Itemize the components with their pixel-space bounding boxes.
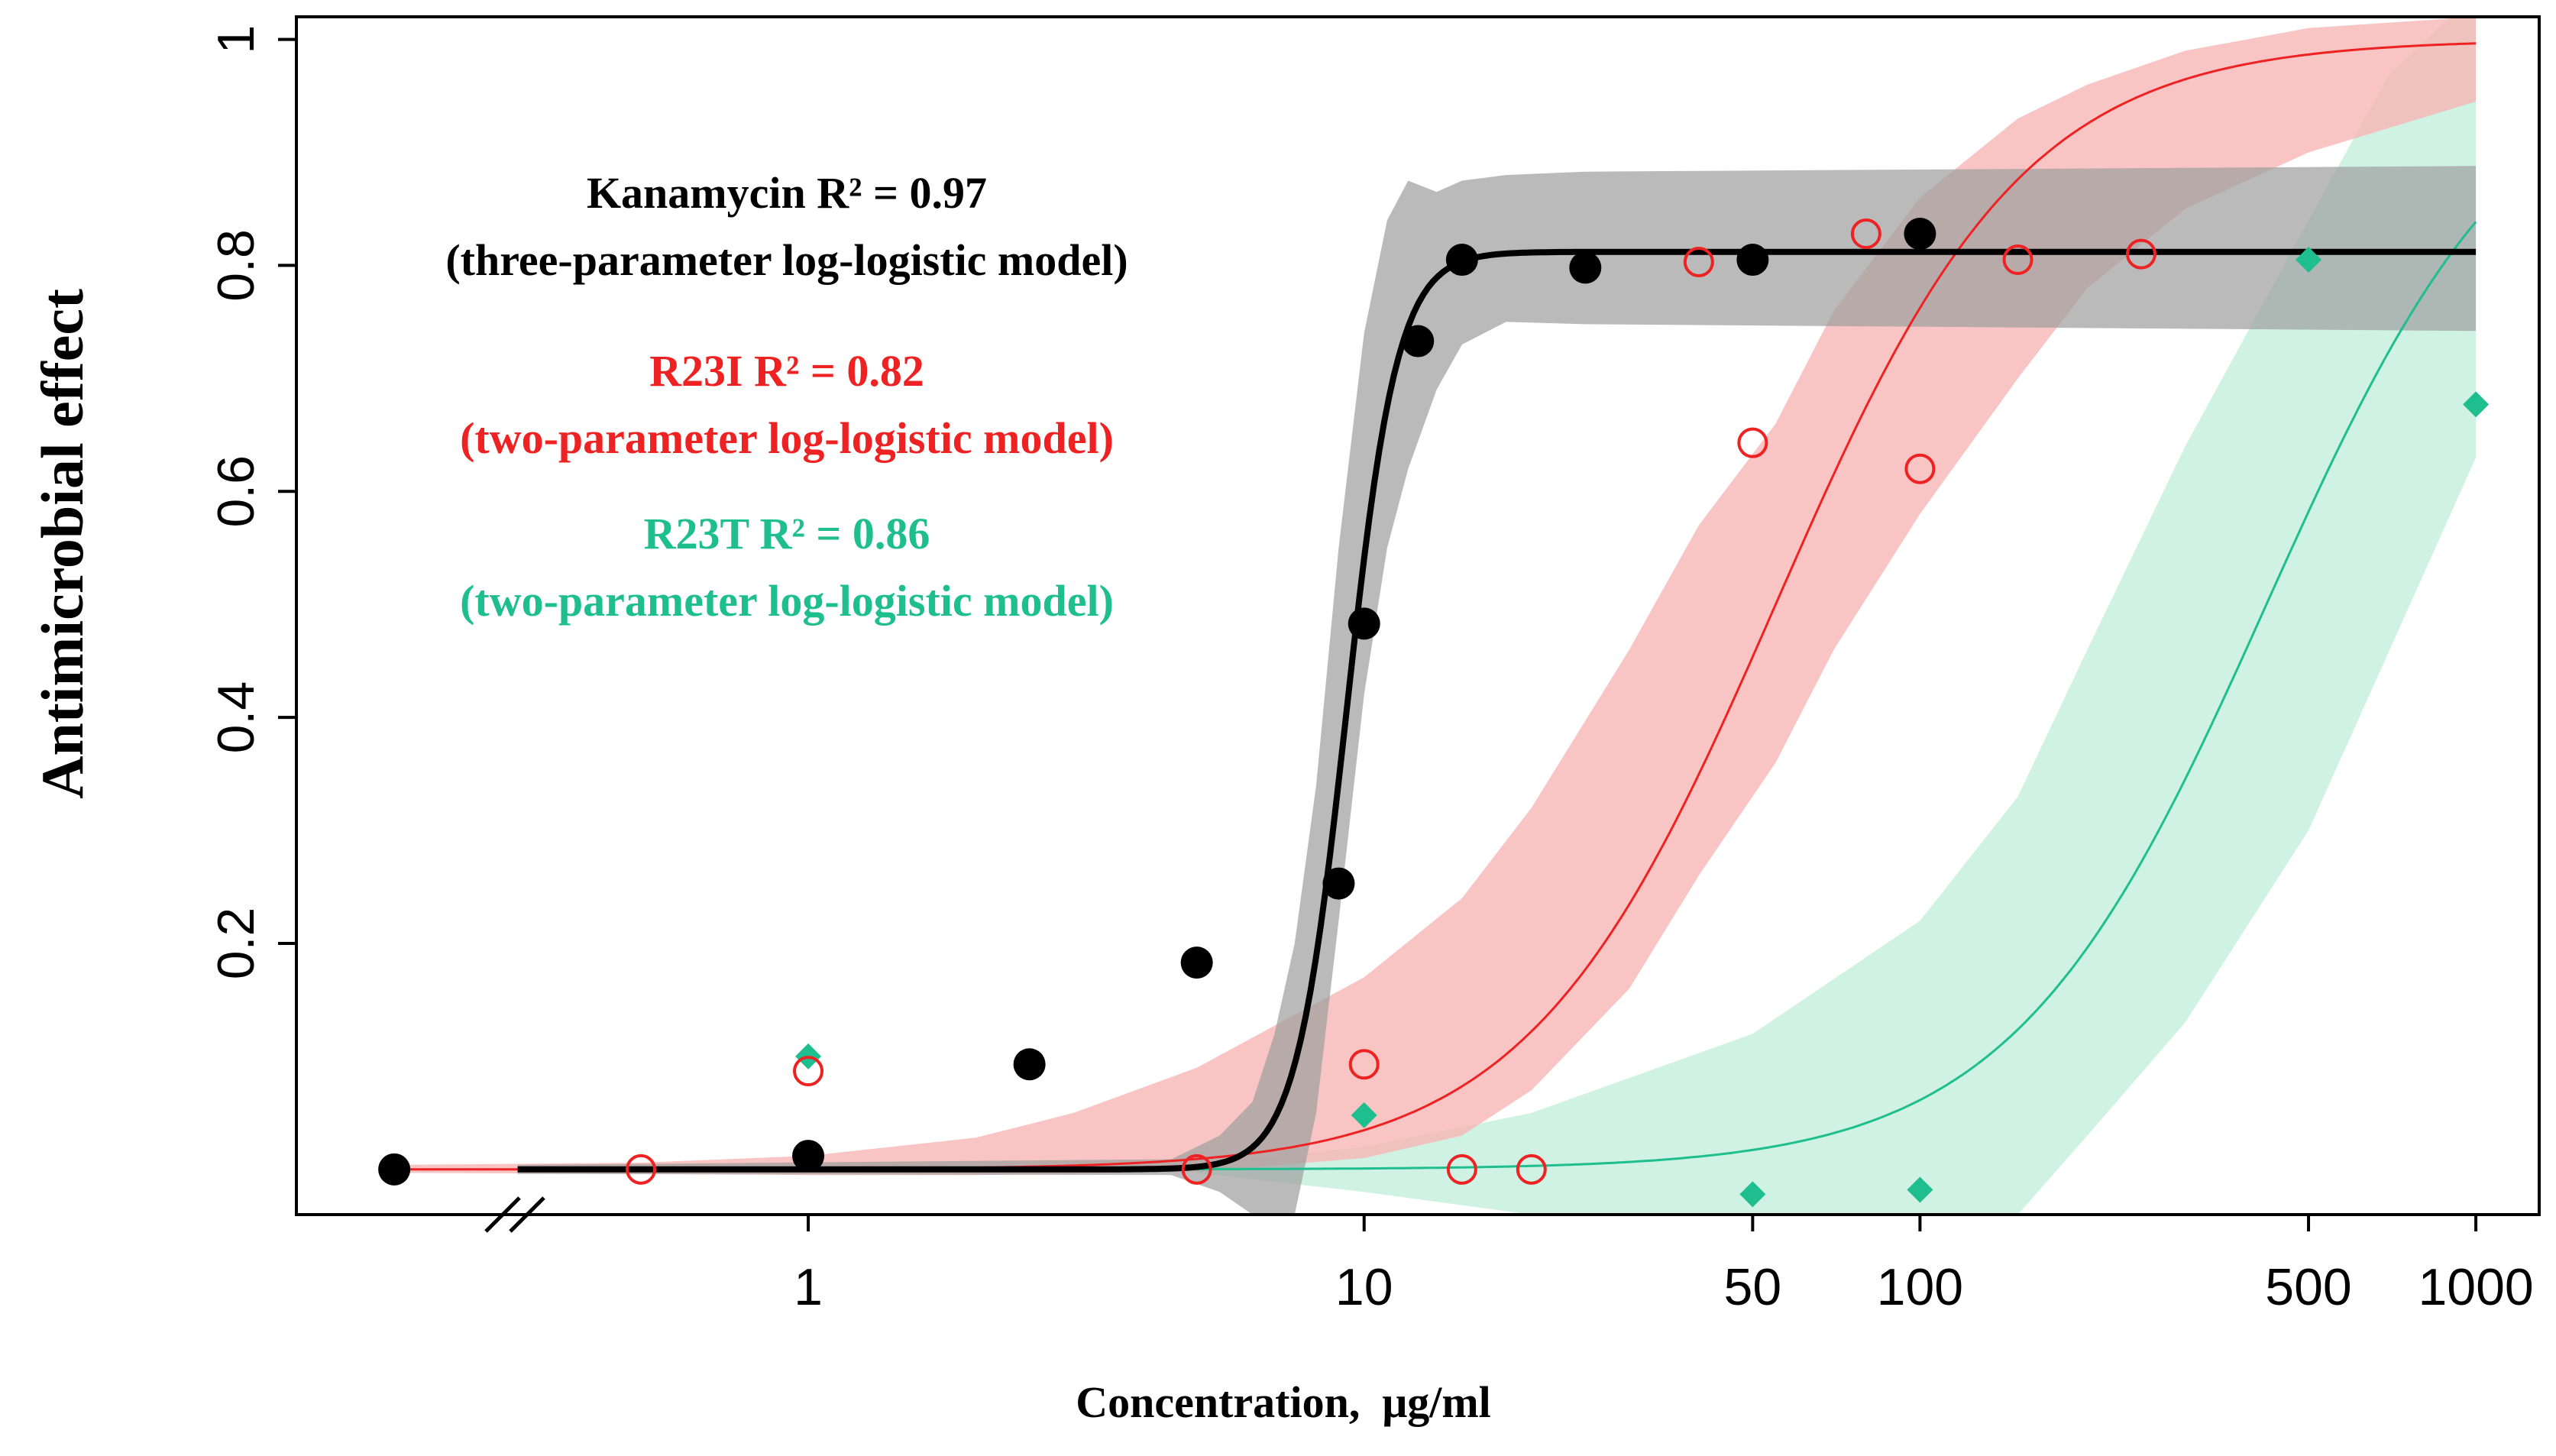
r23i-point xyxy=(1446,1153,1477,1185)
x-tick-label: 500 xyxy=(2265,1258,2351,1316)
data-points xyxy=(378,218,2490,1208)
y-axis: 0.2 0.4 0.6 0.8 1 xyxy=(207,25,298,980)
r23t-model-label: (two-parameter log-logistic model) xyxy=(460,576,1114,626)
y-tick-label: 0.4 xyxy=(207,681,265,754)
y-axis-title: Antimicrobial effect xyxy=(29,289,95,799)
x-tick-label: 50 xyxy=(1724,1258,1782,1316)
r23t-confidence-band xyxy=(1196,17,2477,1215)
x-axis: 1 10 50 100 500 1000 xyxy=(794,1215,2534,1316)
r23i-r2-label: R23I R² = 0.82 xyxy=(649,346,924,396)
y-tick-label: 0.8 xyxy=(207,229,265,302)
r23i-point xyxy=(1850,218,1881,250)
kanamycin-model-label: (three-parameter log-logistic model) xyxy=(445,235,1128,285)
kanamycin-point xyxy=(1569,251,1602,284)
y-tick-label: 0.2 xyxy=(207,908,265,980)
r23i-point xyxy=(2125,238,2156,270)
x-tick-label: 100 xyxy=(1877,1258,1963,1316)
r23i-point xyxy=(1737,427,1768,458)
r23i-point xyxy=(1348,1049,1380,1080)
kanamycin-point xyxy=(1013,1048,1046,1081)
x-axis-title: Concentration, μg/ml xyxy=(1076,1377,1491,1427)
kanamycin-point xyxy=(792,1140,825,1173)
r23i-point xyxy=(1904,453,1936,484)
confidence-bands xyxy=(394,17,2477,1215)
r23t-point xyxy=(1907,1176,1933,1203)
r23t-point xyxy=(2296,247,2322,273)
x-tick-label: 1000 xyxy=(2418,1258,2533,1316)
r23i-point xyxy=(1683,246,1714,277)
kanamycin-point xyxy=(1348,607,1380,640)
r23i-point xyxy=(1516,1153,1547,1185)
kanamycin-r2-label: Kanamycin R² = 0.97 xyxy=(587,168,987,218)
x-tick-label: 1 xyxy=(794,1258,823,1316)
kanamycin-point xyxy=(1180,946,1213,979)
kanamycin-confidence-band xyxy=(517,166,2477,1215)
r23i-point xyxy=(793,1056,824,1087)
r23i-point xyxy=(626,1153,657,1185)
r23t-point xyxy=(1739,1181,1766,1208)
kanamycin-point xyxy=(1736,244,1769,277)
kanamycin-point xyxy=(1904,218,1936,251)
kanamycin-point xyxy=(1445,244,1478,277)
annotations: Kanamycin R² = 0.97 (three-parameter log… xyxy=(445,168,1128,626)
r23i-point xyxy=(1181,1153,1212,1185)
kanamycin-point xyxy=(1402,325,1435,358)
r23t-point xyxy=(2463,391,2490,418)
kanamycin-fit-curve xyxy=(517,248,2477,1173)
y-tick-label: 0.6 xyxy=(207,455,265,528)
kanamycin-point xyxy=(1322,867,1355,900)
axis-break-marker xyxy=(484,1196,545,1233)
kanamycin-point xyxy=(378,1153,411,1186)
r23t-r2-label: R23T R² = 0.86 xyxy=(644,509,930,558)
y-tick-label: 1 xyxy=(207,25,265,54)
x-tick-label: 10 xyxy=(1335,1258,1393,1316)
r23i-model-label: (two-parameter log-logistic model) xyxy=(460,413,1114,463)
r23i-point xyxy=(2002,244,2033,276)
r23t-point xyxy=(1351,1102,1377,1128)
fitted-curves xyxy=(394,42,2477,1173)
